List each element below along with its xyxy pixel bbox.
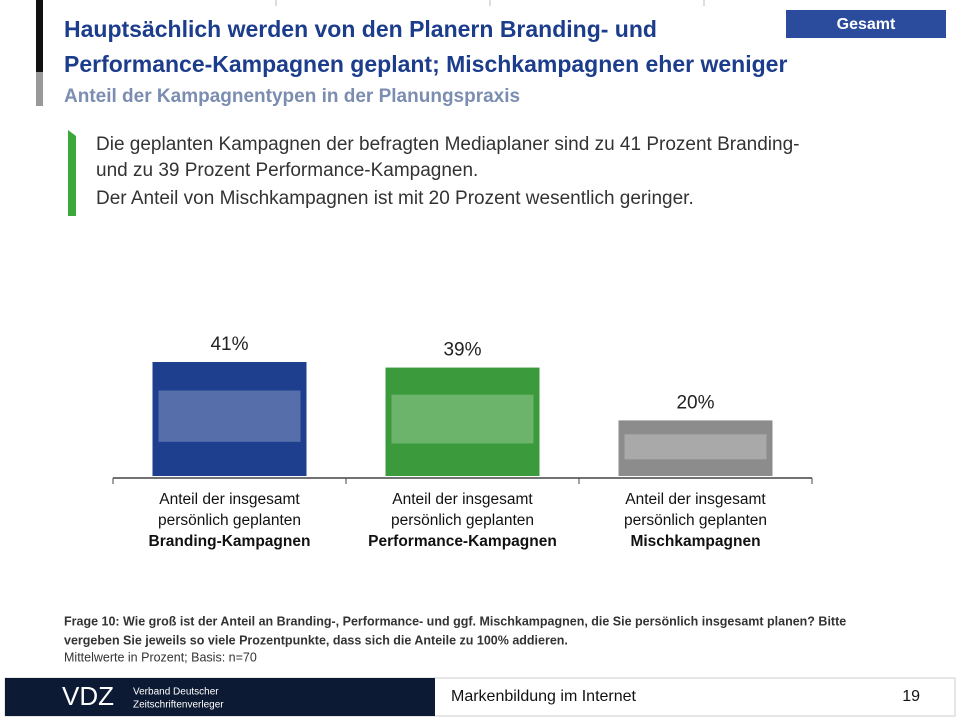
- accent-bar: [36, 0, 43, 72]
- bar: [152, 362, 307, 476]
- value-label: 20%: [676, 392, 714, 413]
- footnote: vergeben Sie jeweils so viele Prozentpun…: [64, 633, 568, 647]
- footnote: Mittelwerte in Prozent; Basis: n=70: [64, 650, 257, 664]
- bar: [385, 367, 540, 476]
- category-label: Anteil der insgesamt: [625, 491, 766, 508]
- category-label: Anteil der insgesamt: [159, 491, 300, 508]
- bullet-marker: [68, 130, 76, 216]
- category-label: Mischkampagnen: [630, 533, 760, 550]
- bar-decor: [624, 434, 767, 460]
- value-label: 39%: [443, 340, 481, 361]
- bar-decor: [391, 394, 534, 444]
- bar: [618, 420, 773, 476]
- bullet-text: Der Anteil von Mischkampagnen ist mit 20…: [96, 188, 694, 209]
- category-label: persönlich geplanten: [391, 512, 534, 529]
- org: Verband Deutscher: [133, 687, 219, 698]
- logo: VDZ: [62, 681, 114, 711]
- category-label: persönlich geplanten: [624, 512, 767, 529]
- category-label: persönlich geplanten: [158, 512, 301, 529]
- tag: Gesamt: [837, 16, 896, 33]
- title: Hauptsächlich werden von den Planern Bra…: [64, 16, 657, 42]
- category-label: Branding-Kampagnen: [149, 533, 311, 550]
- bullet-text: Die geplanten Kampagnen der befragten Me…: [96, 134, 799, 155]
- tag-box: [786, 10, 946, 38]
- footnote: Frage 10: Wie groß ist der Anteil an Bra…: [64, 614, 846, 628]
- subtitle: Anteil der Kampagnentypen in der Planung…: [64, 86, 520, 107]
- org: Zeitschriftenverleger: [133, 700, 224, 711]
- category-label: Performance-Kampagnen: [368, 533, 557, 550]
- accent-bar: [36, 72, 43, 106]
- title: Performance-Kampagnen geplant; Mischkamp…: [64, 51, 787, 77]
- value-label: 41%: [210, 334, 248, 355]
- bar-decor: [158, 390, 301, 442]
- footer-logo-area: [5, 678, 435, 716]
- category-label: Anteil der insgesamt: [392, 491, 533, 508]
- page-number: 19: [902, 688, 920, 705]
- bullet-text: und zu 39 Prozent Performance-Kampagnen.: [96, 160, 478, 181]
- footer-title: Markenbildung im Internet: [451, 688, 637, 705]
